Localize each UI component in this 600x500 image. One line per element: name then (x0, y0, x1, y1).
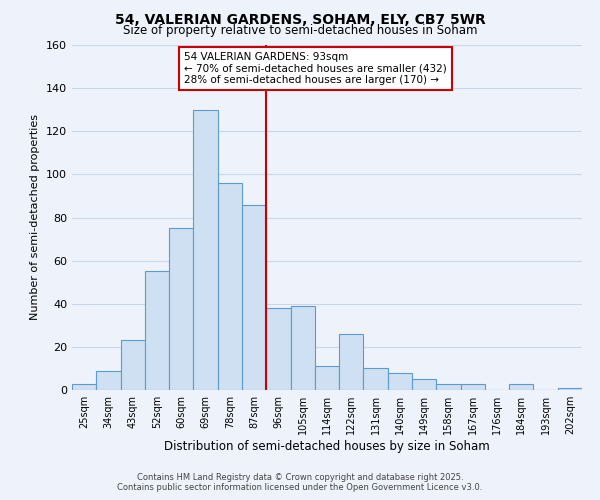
Bar (96, 370, 121, 390)
Bar (461, 384, 485, 390)
Bar (193, 110, 218, 390)
Bar (72, 384, 96, 390)
Bar (339, 334, 364, 390)
Bar (558, 388, 582, 390)
Bar (290, 306, 315, 390)
Bar (266, 308, 290, 390)
Y-axis label: Number of semi-detached properties: Number of semi-detached properties (31, 114, 40, 320)
Bar (242, 204, 266, 390)
Bar (169, 228, 193, 390)
Text: 54 VALERIAN GARDENS: 93sqm
← 70% of semi-detached houses are smaller (432)
28% o: 54 VALERIAN GARDENS: 93sqm ← 70% of semi… (184, 52, 447, 85)
Bar (436, 384, 461, 390)
Bar (315, 366, 339, 390)
Text: Size of property relative to semi-detached houses in Soham: Size of property relative to semi-detach… (123, 24, 477, 37)
Text: 54, VALERIAN GARDENS, SOHAM, ELY, CB7 5WR: 54, VALERIAN GARDENS, SOHAM, ELY, CB7 5W… (115, 12, 485, 26)
Bar (412, 379, 436, 390)
Bar (364, 368, 388, 390)
Bar (218, 183, 242, 390)
Bar (509, 384, 533, 390)
Bar (145, 272, 169, 390)
Text: Contains HM Land Registry data © Crown copyright and database right 2025.
Contai: Contains HM Land Registry data © Crown c… (118, 473, 482, 492)
Bar (121, 340, 145, 390)
X-axis label: Distribution of semi-detached houses by size in Soham: Distribution of semi-detached houses by … (164, 440, 490, 453)
Bar (388, 373, 412, 390)
